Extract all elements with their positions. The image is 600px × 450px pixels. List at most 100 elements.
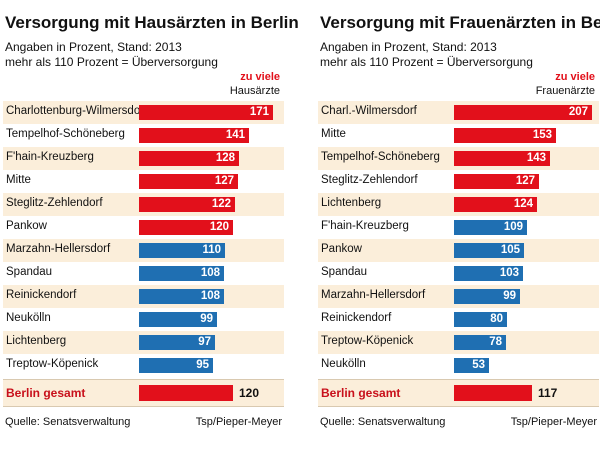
category-label: F'hain-Kreuzberg <box>321 220 409 232</box>
legend-label: zu viele <box>555 71 595 83</box>
chart-subtitle-line-2: mehr als 110 Prozent = Überversorgung <box>320 55 533 69</box>
bar-row: Pankow 105 <box>318 239 599 262</box>
bar: 128 <box>139 151 239 166</box>
category-label: Marzahn-Hellersdorf <box>321 289 426 301</box>
column-label: Frauenärzte <box>535 85 595 97</box>
bar: 122 <box>139 197 235 212</box>
value-label: 127 <box>214 175 234 187</box>
bar-row: Marzahn-Hellersdorf 110 <box>3 239 284 262</box>
bar-row: Neukölln 99 <box>3 308 284 331</box>
category-label: Treptow-Köpenick <box>6 358 99 370</box>
bar: 99 <box>454 289 520 304</box>
bar: 124 <box>454 197 537 212</box>
value-label: 108 <box>200 290 220 302</box>
value-label: 109 <box>503 221 523 233</box>
value-label: 103 <box>499 267 519 279</box>
bar-row: Marzahn-Hellersdorf 99 <box>318 285 599 308</box>
bar: 78 <box>454 335 506 350</box>
total-value-label: 120 <box>239 386 260 400</box>
chart-subtitle-line-2: mehr als 110 Prozent = Überversorgung <box>5 55 218 69</box>
bar-rows: Charlottenburg-Wilmersdorf 171 Tempelhof-S… <box>3 101 284 407</box>
category-label: Neukölln <box>321 358 366 370</box>
value-label: 108 <box>200 267 220 279</box>
chart-subtitle-line-1: Angaben in Prozent, Stand: 2013 <box>5 40 182 54</box>
bar-row: Neukölln 53 <box>318 354 599 377</box>
bar-row: Mitte 153 <box>318 124 599 147</box>
bar: 97 <box>139 335 215 350</box>
category-label: Mitte <box>321 128 346 140</box>
bar: 53 <box>454 358 489 373</box>
bar: 99 <box>139 312 217 327</box>
value-label: 53 <box>472 359 485 371</box>
category-label: Tempelhof-Schöneberg <box>6 128 125 140</box>
bar: 109 <box>454 220 527 235</box>
bar-row: Tempelhof-Schöneberg 141 <box>3 124 284 147</box>
value-label: 171 <box>249 106 269 118</box>
chart-title: Versorgung mit Frauenärzten in Berlin <box>320 13 600 32</box>
value-label: 143 <box>526 152 546 164</box>
value-label: 80 <box>490 313 503 325</box>
bar: 108 <box>139 266 224 281</box>
bar: 120 <box>139 220 233 235</box>
category-label: Mitte <box>6 174 31 186</box>
bar-row: Lichtenberg 97 <box>3 331 284 354</box>
value-label: 141 <box>225 129 245 141</box>
category-label: Reinickendorf <box>321 312 392 324</box>
category-label: Spandau <box>321 266 368 278</box>
category-label: Steglitz-Zehlendorf <box>6 197 103 209</box>
bar-row: Steglitz-Zehlendorf 122 <box>3 193 284 216</box>
bar-rows: Charl.-Wilmersdorf 207 Mitte 153 Tempelhof-S… <box>318 101 599 407</box>
category-label: Neukölln <box>6 312 51 324</box>
category-label: Pankow <box>321 243 362 255</box>
value-label: 124 <box>513 198 533 210</box>
bar: 207 <box>454 105 592 120</box>
bar-row: Reinickendorf 80 <box>318 308 599 331</box>
total-row: Berlin gesamt 117 <box>318 379 599 407</box>
bar: 105 <box>454 243 524 258</box>
bar-row: Spandau 108 <box>3 262 284 285</box>
bar: 108 <box>139 289 224 304</box>
value-label: 105 <box>500 244 520 256</box>
chart-frauenaerzte: Versorgung mit Frauenärzten in Berlin An… <box>318 0 600 450</box>
category-label: Steglitz-Zehlendorf <box>321 174 418 186</box>
category-label: Reinickendorf <box>6 289 77 301</box>
total-label: Berlin gesamt <box>6 386 86 400</box>
bar-row: Spandau 103 <box>318 262 599 285</box>
category-label: Charl.-Wilmersdorf <box>321 105 417 117</box>
category-label: Tempelhof-Schöneberg <box>321 151 440 163</box>
total-row: Berlin gesamt 120 <box>3 379 284 407</box>
value-label: 120 <box>209 221 229 233</box>
value-label: 128 <box>215 152 235 164</box>
bar-row: Lichtenberg 124 <box>318 193 599 216</box>
bar: 153 <box>454 128 556 143</box>
category-label: F'hain-Kreuzberg <box>6 151 94 163</box>
total-label: Berlin gesamt <box>321 386 401 400</box>
legend-label: zu viele <box>240 71 280 83</box>
bar-row: F'hain-Kreuzberg 109 <box>318 216 599 239</box>
bar: 143 <box>454 151 550 166</box>
bar: 141 <box>139 128 249 143</box>
value-label: 110 <box>202 244 221 256</box>
value-label: 153 <box>532 129 552 141</box>
value-label: 78 <box>489 336 502 348</box>
bar-row: Tempelhof-Schöneberg 143 <box>318 147 599 170</box>
category-label: Treptow-Köpenick <box>321 335 414 347</box>
total-bar: 117 <box>454 385 557 401</box>
column-label: Hausärzte <box>229 85 280 97</box>
bar-row: Charlottenburg-Wilmersdorf 171 <box>3 101 284 124</box>
bar-row: Steglitz-Zehlendorf 127 <box>318 170 599 193</box>
bar-row: Charl.-Wilmersdorf 207 <box>318 101 599 124</box>
value-label: 99 <box>200 313 213 325</box>
bar-row: Treptow-Köpenick 78 <box>318 331 599 354</box>
credit-note: Tsp/Pieper-Meyer <box>510 416 597 428</box>
value-label: 122 <box>211 198 231 210</box>
bar: 127 <box>454 174 539 189</box>
value-label: 95 <box>196 359 209 371</box>
bar: 127 <box>139 174 238 189</box>
bar-row: Reinickendorf 108 <box>3 285 284 308</box>
category-label: Pankow <box>6 220 47 232</box>
chart-subtitle-line-1: Angaben in Prozent, Stand: 2013 <box>320 40 497 54</box>
total-bar: 120 <box>139 385 259 401</box>
bar: 110 <box>139 243 225 258</box>
total-value-label: 117 <box>538 386 558 400</box>
